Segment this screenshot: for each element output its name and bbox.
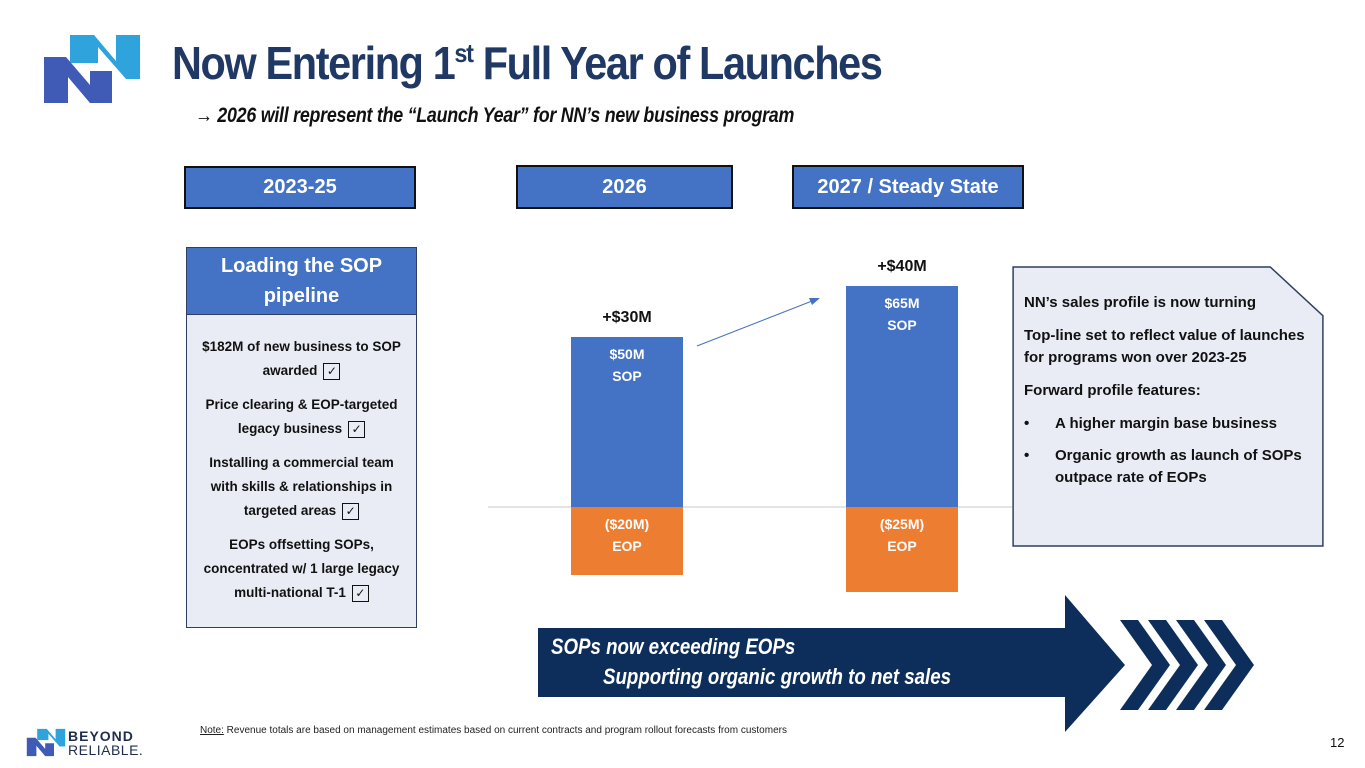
sales-profile-callout xyxy=(1012,266,1324,547)
net-change-label: +$30M xyxy=(602,309,652,326)
net-change-label: +$40M xyxy=(877,258,927,275)
callout-bullets: • A higher margin base business • Organic … xyxy=(1024,413,1319,489)
banner-line-1: SOPs now exceeding EOPs xyxy=(551,634,796,659)
bar-eop-2 xyxy=(846,507,958,592)
chevron-right-icon xyxy=(1204,620,1254,710)
pipeline-card-heading: Loading the SOP pipeline xyxy=(187,248,416,315)
brand-wordmark: BEYOND RELIABLE. xyxy=(68,728,144,758)
sales-profile-text: NN’s sales profile is now turning Top-li… xyxy=(1024,292,1319,499)
checkbox-checked-icon: ✓ xyxy=(351,584,369,602)
bar-label-eop: ($25M) EOP xyxy=(879,516,925,554)
growth-arrowhead-icon xyxy=(809,298,820,305)
growth-banner-arrow xyxy=(538,595,1254,732)
bar-label-sop: $65M SOP xyxy=(884,295,920,333)
bar-sop-1 xyxy=(571,337,683,507)
growth-arrow xyxy=(696,300,813,347)
callout-line: NN’s sales profile is now turning xyxy=(1024,294,1256,311)
callout-line: Top-line set to reflect value of launche… xyxy=(1024,327,1305,366)
page-number: 12 xyxy=(1330,735,1345,750)
page-subtitle: → 2026 will represent the “Launch Year” … xyxy=(195,104,795,127)
banner-line-2: Supporting organic growth to net sales xyxy=(603,664,952,689)
checkbox-checked-icon: ✓ xyxy=(323,362,341,380)
period-header-2027: 2027 / Steady State xyxy=(792,165,1024,209)
pipeline-card: Loading the SOP pipeline $182M of new bu… xyxy=(186,247,417,628)
callout-line: Forward profile features: xyxy=(1024,382,1201,399)
period-header-2026: 2026 xyxy=(516,165,733,209)
chevron-right-icon xyxy=(1176,620,1226,710)
callout-bullet: • A higher margin base business xyxy=(1024,415,1278,432)
nn-logo xyxy=(44,35,140,103)
pipeline-card-body: $182M of new business to SOP awarded ✓ Pr… xyxy=(187,315,416,605)
pipeline-item: $182M of new business to SOP awarded ✓ xyxy=(202,339,401,380)
bar-label-sop: $50M SOP xyxy=(609,346,645,384)
bar-eop-1 xyxy=(571,507,683,575)
footnote: Note: Revenue totals are based on manage… xyxy=(200,725,787,736)
checkbox-checked-icon: ✓ xyxy=(348,420,366,438)
pipeline-item: EOPs offsetting SOPs, concentrated w/ 1 … xyxy=(203,537,400,602)
brand-logo-icon xyxy=(26,728,66,757)
bar-label-eop: ($20M) EOP xyxy=(604,516,650,554)
chevron-right-icon xyxy=(1148,620,1198,710)
period-header-2023-25: 2023-25 xyxy=(184,166,416,209)
pipeline-item: Price clearing & EOP-targeted legacy bus… xyxy=(205,397,398,438)
callout-bullet: • Organic growth as launch of SOPs outpac… xyxy=(1024,447,1302,486)
checkbox-checked-icon: ✓ xyxy=(342,502,360,520)
bar-sop-2 xyxy=(846,286,958,507)
page-title: Now Entering 1st Full Year of Launches xyxy=(172,37,883,89)
chevron-right-icon xyxy=(1120,620,1170,710)
pipeline-item: Installing a commercial team with skills… xyxy=(209,455,394,520)
